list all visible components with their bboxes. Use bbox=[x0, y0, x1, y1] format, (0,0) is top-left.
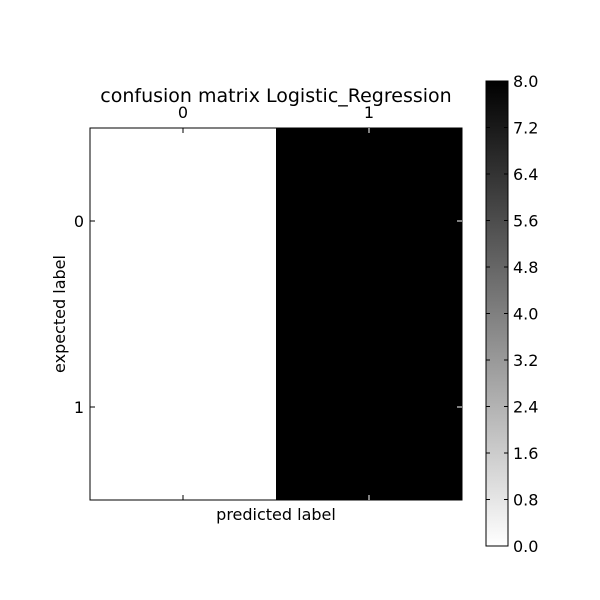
x-axis-label: predicted label bbox=[216, 505, 336, 524]
colorbar-tick-label: 6.4 bbox=[513, 165, 538, 184]
y-tick-label: 0 bbox=[74, 212, 84, 231]
colorbar-tick-label: 5.6 bbox=[513, 212, 538, 231]
colorbar-tick-label: 4.8 bbox=[513, 258, 538, 277]
heatmap-cell bbox=[276, 128, 462, 314]
y-axis-label: expected label bbox=[50, 255, 69, 373]
heatmap-cell bbox=[276, 314, 462, 500]
heatmap-cell bbox=[90, 314, 276, 500]
colorbar-tick-label: 3.2 bbox=[513, 351, 538, 370]
colorbar-tick-label: 0.8 bbox=[513, 491, 538, 510]
colorbar-tick-label: 7.2 bbox=[513, 119, 538, 138]
heatmap-cell bbox=[90, 128, 276, 314]
heatmap-cells bbox=[90, 128, 462, 500]
colorbar-tick-label: 2.4 bbox=[513, 398, 538, 417]
x-tick-label: 0 bbox=[178, 103, 188, 122]
plot-frame bbox=[89, 127, 463, 501]
plot-ticks: 0 1 0 1 bbox=[74, 103, 462, 500]
colorbar-tick-label: 4.0 bbox=[513, 305, 538, 324]
chart-title: confusion matrix Logistic_Regression bbox=[100, 85, 451, 107]
colorbar-tick-label: 8.0 bbox=[513, 72, 538, 91]
colorbar-tick-label: 0.0 bbox=[513, 537, 538, 556]
x-tick-label: 1 bbox=[364, 103, 374, 122]
colorbar-ticks: 0.0 0.8 1.6 2.4 3.2 4.0 4.8 5.6 6.4 7.2 8.0 bbox=[486, 72, 538, 556]
colorbar-tick-label: 1.6 bbox=[513, 444, 538, 463]
y-tick-label: 1 bbox=[74, 398, 84, 417]
